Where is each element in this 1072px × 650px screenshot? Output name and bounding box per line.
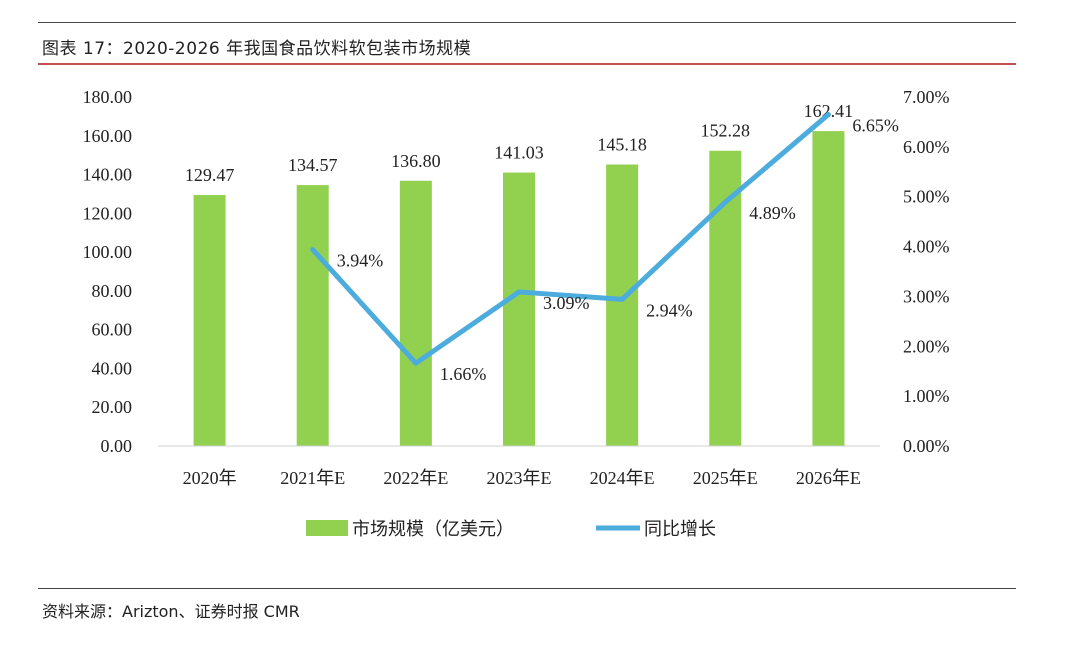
bar-value-label: 141.03 — [494, 143, 544, 163]
bar-value-label: 145.18 — [597, 135, 647, 155]
line-value-label: 6.65% — [852, 115, 899, 135]
left-tick-label: 120.00 — [83, 203, 133, 223]
growth-line — [310, 111, 831, 366]
legend-bar-swatch — [306, 520, 348, 536]
bar-labels: 129.47 134.57 136.80 141.03 145.18 152.28 162.… — [185, 101, 853, 185]
bar — [503, 172, 535, 446]
x-tick-label: 2023年E — [487, 468, 552, 488]
title-underline — [38, 63, 1016, 65]
bar — [812, 131, 845, 447]
x-tick-label: 2022年E — [383, 468, 448, 488]
source-note: 资料来源：Arizton、证券时报 CMR — [42, 602, 300, 621]
line-series — [310, 111, 831, 366]
combo-chart: 0.00 20.00 40.00 60.00 80.00 100.00 120.00 140.… — [83, 87, 950, 540]
line-value-label: 1.66% — [440, 364, 487, 384]
legend-bar-label: 市场规模（亿美元） — [352, 519, 514, 540]
left-tick-label: 180.00 — [83, 87, 133, 107]
left-tick-label: 20.00 — [92, 397, 133, 417]
left-tick-label: 140.00 — [83, 165, 133, 185]
line-labels: 3.94% 1.66% 3.09% 2.94% 4.89% 6.65% — [337, 115, 899, 384]
right-axis: 0.00% 1.00% 2.00% 3.00% 4.00% 5.00% 6.00% 7.00% — [903, 87, 950, 456]
left-tick-label: 100.00 — [83, 242, 133, 262]
left-tick-label: 40.00 — [92, 358, 133, 378]
right-tick-label: 7.00% — [903, 87, 950, 107]
x-tick-label: 2025年E — [693, 468, 758, 488]
line-value-label: 4.89% — [749, 203, 796, 223]
right-tick-label: 3.00% — [903, 286, 950, 306]
right-tick-label: 1.00% — [903, 386, 950, 406]
left-tick-label: 0.00 — [101, 436, 133, 456]
legend: 市场规模（亿美元） 同比增长 — [306, 519, 716, 540]
left-axis: 0.00 20.00 40.00 60.00 80.00 100.00 120.00 140.… — [83, 87, 133, 456]
bar-value-label: 129.47 — [185, 165, 235, 185]
chart-title: 图表 17：2020-2026 年我国食品饮料软包装市场规模 — [42, 39, 472, 59]
bottom-rule — [38, 588, 1016, 589]
top-rule — [38, 22, 1016, 23]
bar — [606, 164, 639, 446]
right-tick-label: 2.00% — [903, 336, 950, 356]
bar — [399, 180, 432, 446]
x-tick-label: 2026年E — [796, 468, 861, 488]
left-tick-label: 60.00 — [92, 320, 133, 340]
left-tick-label: 160.00 — [83, 126, 133, 146]
bar-value-label: 136.80 — [391, 151, 441, 171]
right-tick-label: 6.00% — [903, 137, 950, 157]
bar-series — [193, 131, 845, 447]
right-tick-label: 5.00% — [903, 187, 950, 207]
right-tick-label: 0.00% — [903, 436, 950, 456]
bar-value-label: 134.57 — [288, 155, 338, 175]
x-axis: 2020年 2021年E 2022年E 2023年E 2024年E 2025年E 2026年… — [158, 445, 880, 488]
line-value-label: 2.94% — [646, 300, 693, 320]
right-tick-label: 4.00% — [903, 237, 950, 257]
bar-value-label: 152.28 — [701, 121, 751, 141]
x-tick-label: 2021年E — [280, 468, 345, 488]
x-tick-label: 2020年 — [183, 468, 237, 488]
bar-value-label: 162.41 — [804, 101, 854, 121]
x-tick-label: 2024年E — [590, 468, 655, 488]
line-value-label: 3.94% — [337, 251, 384, 271]
bar — [193, 194, 226, 446]
line-value-label: 3.09% — [543, 293, 590, 313]
legend-line-label: 同比增长 — [644, 519, 716, 540]
bar — [296, 185, 329, 446]
left-tick-label: 80.00 — [92, 281, 133, 301]
